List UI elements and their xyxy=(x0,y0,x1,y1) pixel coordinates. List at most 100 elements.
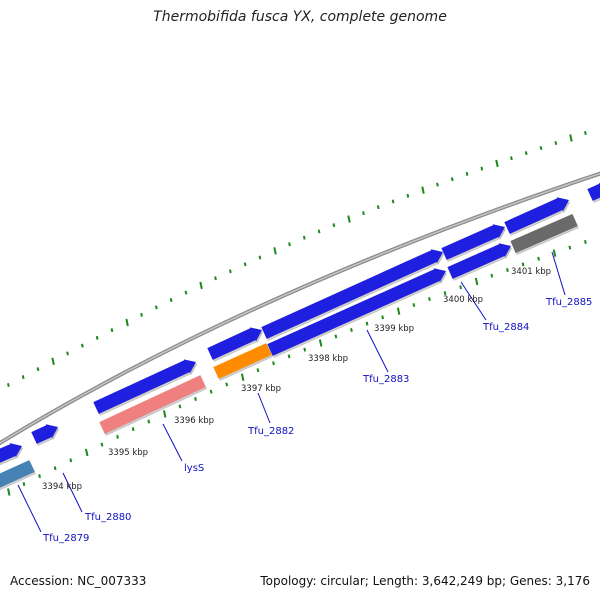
gene-label: Tfu_2882 xyxy=(247,426,294,437)
outer-tick-minor xyxy=(169,298,173,302)
outer-tick-minor xyxy=(450,177,454,182)
outer-tick-minor xyxy=(480,166,484,171)
outer-tick-minor xyxy=(524,151,528,156)
inner-tick-minor xyxy=(490,273,494,278)
outer-tick-major xyxy=(569,134,573,142)
inner-tick-major xyxy=(552,249,557,257)
gene-box-tfu-2879 xyxy=(0,460,35,488)
gene-arrow-upper-5 xyxy=(504,197,569,234)
backbone-track xyxy=(0,171,600,446)
inner-tick-minor xyxy=(194,397,197,401)
inner-tick-minor xyxy=(521,262,525,267)
outer-tick-marks xyxy=(7,131,587,387)
gene-box-tfu-2882 xyxy=(213,343,272,379)
inner-tick-major xyxy=(162,410,167,418)
gene-label: Tfu_2880 xyxy=(84,512,131,523)
ruler-label: 3395 kbp xyxy=(108,448,148,458)
inner-tick-minor xyxy=(459,285,463,290)
ruler-label: 3396 kbp xyxy=(174,416,214,426)
gene-label: Tfu_2879 xyxy=(42,533,89,544)
ruler-label: 3401 kbp xyxy=(511,267,551,277)
gene-box-tfu-2885-highlight xyxy=(515,226,578,255)
gene-arrow-tfu-2880 xyxy=(31,424,58,444)
inner-tick-minor xyxy=(53,466,57,471)
gene-arrow-upper-1 xyxy=(93,359,196,414)
gene-label: Tfu_2885 xyxy=(545,297,592,308)
gene-box-tfu-2879-highlight xyxy=(0,472,35,490)
inner-tick-minor xyxy=(69,458,73,463)
inner-tick-minor xyxy=(287,354,291,359)
gene-arrow-upper-1-highlight xyxy=(98,372,190,416)
outer-tick-minor xyxy=(539,146,543,151)
inner-tick-minor xyxy=(381,315,385,320)
leader-line xyxy=(460,281,487,321)
gene-arrow-tfu-2883-highlight xyxy=(272,281,440,358)
outer-tick-minor xyxy=(288,242,291,247)
gene-arrow-upper-4-highlight xyxy=(446,237,499,262)
outer-tick-minor xyxy=(332,223,336,228)
genome-summary-text: Topology: circular; Length: 3,642,249 bp… xyxy=(260,574,590,588)
outer-tick-minor xyxy=(140,312,143,317)
leader-line xyxy=(17,484,42,533)
gene-arrow-upper-2 xyxy=(207,327,262,360)
inner-tick-minor xyxy=(350,327,353,332)
inner-tick-major xyxy=(7,488,11,496)
inner-tick-major xyxy=(240,373,245,381)
inner-tick-minor xyxy=(334,334,338,339)
outer-tick-major xyxy=(347,215,351,223)
outer-tick-minor xyxy=(436,182,439,187)
inner-tick-minor xyxy=(116,434,119,439)
ruler-label: 3398 kbp xyxy=(308,354,348,364)
outer-tick-minor xyxy=(154,305,158,310)
outer-tick-minor xyxy=(362,211,365,216)
gene-arrow-upper-3 xyxy=(261,249,443,339)
gene-box-tfu-2885 xyxy=(510,214,578,253)
outer-tick-minor xyxy=(243,262,247,267)
outer-tick-minor xyxy=(214,276,217,281)
outer-tick-major xyxy=(495,159,499,168)
outer-tick-major xyxy=(273,247,277,255)
gene-arrow-left-edge-highlight xyxy=(0,456,16,465)
outer-tick-minor xyxy=(36,367,40,372)
gene-arrow-right-edge-highlight xyxy=(592,198,600,203)
inner-tick-minor xyxy=(584,240,587,244)
outer-tick-major xyxy=(421,186,425,194)
outer-tick-minor xyxy=(21,375,25,380)
outer-tick-major xyxy=(199,281,203,290)
outer-tick-minor xyxy=(376,205,380,210)
gene-arrow-tfu-2884-highlight xyxy=(452,256,505,281)
inner-tick-minor xyxy=(256,368,260,373)
gene-arrow-upper-5-highlight xyxy=(509,210,563,236)
gene-box-lyss xyxy=(99,375,206,434)
inner-tick-major xyxy=(396,307,401,315)
inner-tick-minor xyxy=(568,245,572,250)
outer-tick-minor xyxy=(465,171,469,176)
inner-tick-minor xyxy=(365,321,369,326)
leader-line xyxy=(551,251,566,296)
outer-tick-minor xyxy=(584,131,587,135)
map-title: Thermobifida fusca YX, complete genome xyxy=(153,9,447,25)
gene-arrow-tfu-2880-highlight xyxy=(36,437,52,446)
inner-tick-marks xyxy=(7,240,587,496)
gene-arrow-upper-4 xyxy=(441,224,505,260)
backbone-line xyxy=(0,171,600,446)
ruler-label: 3400 kbp xyxy=(443,295,483,305)
outer-tick-minor xyxy=(302,235,306,240)
ruler-label: 3399 kbp xyxy=(374,324,414,334)
label-leaders xyxy=(17,251,566,533)
inner-tick-minor xyxy=(412,303,416,308)
gene-arrow-upper-2-highlight xyxy=(212,340,256,362)
inner-tick-minor xyxy=(303,347,307,352)
outer-tick-minor xyxy=(258,255,262,260)
outer-tick-minor xyxy=(510,156,513,161)
outer-tick-minor xyxy=(391,199,395,204)
inner-tick-minor xyxy=(428,297,431,302)
inner-tick-minor xyxy=(272,361,275,366)
gene-label: Tfu_2884 xyxy=(482,322,529,333)
inner-tick-minor xyxy=(537,256,540,261)
outer-tick-major xyxy=(51,357,55,366)
accession-text: Accession: NC_007333 xyxy=(10,574,147,588)
gene-box-lyss-highlight xyxy=(104,387,206,436)
inner-tick-major xyxy=(84,448,89,457)
